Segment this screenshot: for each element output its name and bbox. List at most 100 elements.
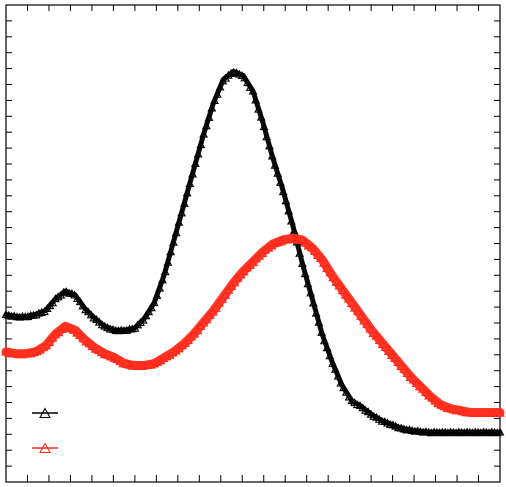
- data-point: [207, 103, 217, 112]
- data-point: [265, 141, 274, 150]
- data-point: [273, 168, 283, 177]
- data-point: [363, 407, 373, 416]
- data-point: [211, 302, 221, 312]
- data-point: [25, 348, 36, 358]
- data-point: [78, 333, 89, 343]
- data-point: [359, 315, 370, 325]
- data-point: [34, 308, 44, 317]
- data-point: [353, 306, 363, 316]
- data-point: [53, 292, 63, 301]
- data-point: [186, 331, 197, 341]
- data-point: [309, 246, 320, 256]
- data-point: [374, 335, 385, 344]
- series-layer: [1, 67, 505, 437]
- data-point: [383, 346, 394, 355]
- data-point: [358, 403, 368, 412]
- data-point: [155, 283, 165, 292]
- data-point: [170, 345, 181, 355]
- data-point: [136, 318, 145, 326]
- data-point: [417, 383, 428, 393]
- data-point: [262, 132, 272, 141]
- data-point: [362, 319, 373, 329]
- data-point: [180, 338, 191, 347]
- data-point: [275, 236, 286, 246]
- data-point: [75, 297, 85, 306]
- data-point: [311, 308, 321, 317]
- data-point: [459, 428, 469, 437]
- data-point: [127, 324, 137, 333]
- data-point: [396, 361, 407, 371]
- data-point: [149, 298, 159, 307]
- data-point: [37, 307, 47, 316]
- data-point: [174, 217, 184, 226]
- data-point: [435, 428, 445, 437]
- data-point: [157, 275, 167, 284]
- data-point: [312, 250, 323, 260]
- data-point: [251, 95, 261, 104]
- data-point: [152, 290, 162, 299]
- data-point: [260, 244, 271, 254]
- data-point: [468, 428, 477, 437]
- data-point: [244, 259, 255, 269]
- data-point: [188, 169, 198, 178]
- data-point: [322, 343, 332, 352]
- data-point: [443, 428, 453, 437]
- data-point: [263, 242, 274, 252]
- data-point: [470, 408, 481, 418]
- data-point: [138, 315, 148, 324]
- data-point: [402, 368, 413, 378]
- data-point: [319, 257, 329, 267]
- plot-frame: [5, 4, 501, 483]
- data-point: [315, 253, 326, 263]
- data-point: [408, 374, 419, 384]
- data-point: [341, 387, 351, 396]
- data-point: [72, 294, 82, 303]
- data-point: [377, 339, 388, 348]
- data-point: [182, 188, 192, 197]
- data-point: [86, 310, 96, 319]
- data-point: [229, 277, 240, 287]
- data-point: [136, 361, 147, 371]
- legend-entry: [32, 407, 58, 419]
- data-point: [215, 82, 225, 91]
- data-point: [192, 325, 203, 335]
- data-point: [339, 383, 349, 392]
- data-point: [349, 302, 360, 312]
- series-1: [1, 67, 505, 437]
- data-point: [334, 280, 345, 290]
- series-2: [1, 233, 505, 418]
- data-point: [306, 288, 316, 297]
- data-point: [199, 129, 209, 138]
- data-point: [84, 338, 95, 348]
- data-point: [356, 310, 366, 320]
- axis-ticks: [5, 4, 501, 483]
- data-point: [289, 226, 299, 235]
- data-point: [411, 378, 422, 387]
- data-point: [56, 324, 67, 334]
- data-point: [83, 307, 93, 316]
- data-point: [160, 267, 170, 276]
- data-point: [163, 257, 173, 266]
- data-point: [267, 151, 277, 160]
- data-point: [38, 342, 48, 352]
- data-point: [114, 326, 123, 335]
- data-point: [303, 279, 313, 288]
- data-point: [94, 317, 104, 326]
- data-point: [16, 349, 27, 359]
- data-point: [393, 357, 404, 366]
- data-point: [168, 237, 178, 246]
- data-point: [133, 320, 143, 329]
- data-point: [28, 347, 39, 356]
- triangle-icon: [39, 407, 51, 419]
- data-point: [201, 314, 212, 324]
- data-point: [240, 73, 250, 82]
- data-point: [270, 160, 280, 169]
- data-point: [286, 216, 296, 225]
- data-point: [495, 407, 505, 417]
- data-point: [295, 248, 305, 257]
- data-point: [284, 206, 294, 215]
- data-point: [420, 387, 431, 397]
- data-point: [306, 242, 317, 252]
- data-point: [185, 178, 195, 187]
